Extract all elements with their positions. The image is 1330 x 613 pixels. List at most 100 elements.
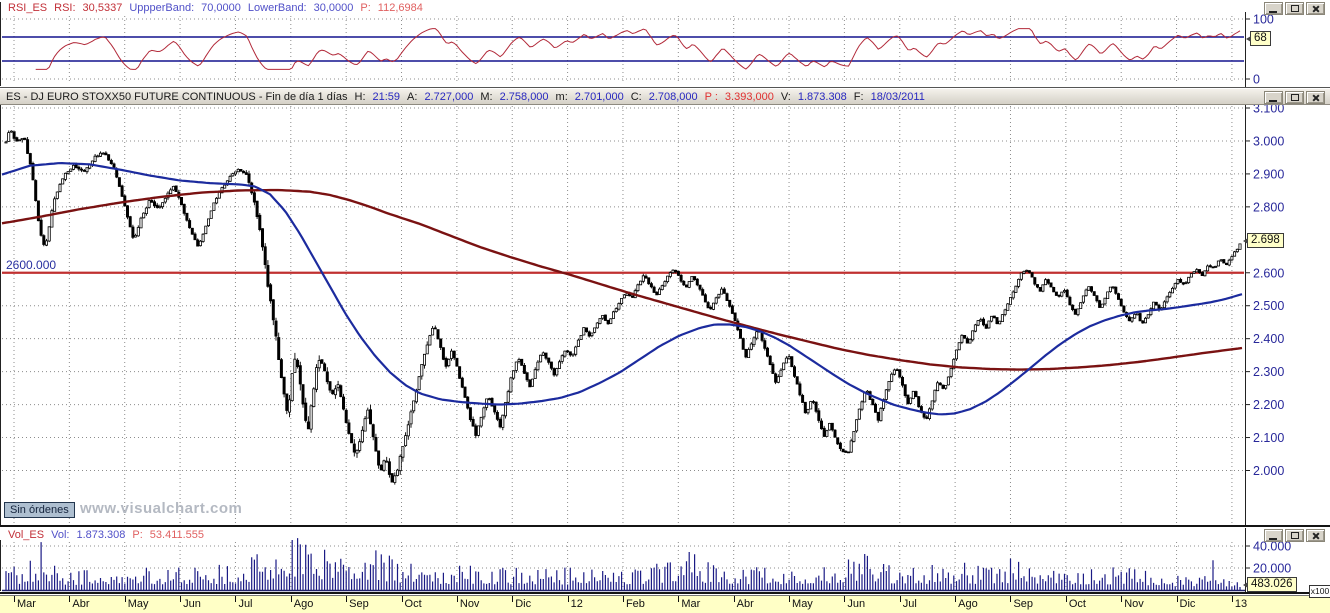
month-label: Dic <box>515 598 532 610</box>
month-label: Ago <box>958 598 978 610</box>
volume-tick-label: 20.000 <box>1253 562 1291 576</box>
restore-icon[interactable] <box>1285 2 1304 15</box>
title-field: V: <box>780 90 791 103</box>
month-label: Jul <box>238 598 253 610</box>
close-icon[interactable] <box>1306 91 1325 104</box>
rsi-header-field: 30,5337 <box>82 2 123 14</box>
restore-icon[interactable] <box>1285 529 1304 542</box>
minimize-icon[interactable] <box>1264 2 1283 15</box>
month-label: Abr <box>72 598 90 610</box>
title-field: 18/03/2011 <box>870 90 925 103</box>
month-label: May <box>792 598 813 610</box>
volume-chart-canvas: 40.000 20.000 <box>0 528 1291 592</box>
month-label: Jul <box>902 598 917 610</box>
rsi-chart-canvas: 100 0 <box>0 2 1330 88</box>
no-orders-button[interactable]: Sin órdenes <box>4 502 75 518</box>
title-field: 2.708,000 <box>648 90 698 103</box>
month-tick <box>401 596 403 602</box>
month-tick <box>955 596 957 602</box>
month-label: Nov <box>459 598 480 610</box>
month-tick <box>124 596 126 602</box>
rsi-window-controls <box>1264 2 1325 15</box>
rsi-tick-label: 100 <box>1253 13 1274 27</box>
horizontal-line-label: 2600.000 <box>6 258 57 272</box>
month-tick <box>346 596 348 602</box>
month-tick <box>1065 596 1067 602</box>
month-label: Mar <box>17 598 36 610</box>
month-tick <box>290 596 292 602</box>
title-field: M: <box>480 90 493 103</box>
close-icon[interactable] <box>1306 529 1325 542</box>
volume-header-field: P: <box>132 529 143 541</box>
month-tick <box>14 596 15 602</box>
volume-header-field: 1.873.308 <box>76 529 126 541</box>
minimize-icon[interactable] <box>1264 91 1283 104</box>
price-panel-titlebar[interactable]: ES - DJ EURO STOXX50 FUTURE CONTINUOUS -… <box>0 88 1330 105</box>
month-tick <box>235 596 237 602</box>
month-label: Sep <box>1013 598 1034 610</box>
title-field: H: <box>354 90 366 103</box>
title-field: 2.758,000 <box>499 90 549 103</box>
rsi-header-field: 112,6984 <box>377 2 423 14</box>
month-label: Sep <box>349 598 369 610</box>
price-tick-label: 2.400 <box>1253 332 1284 346</box>
title-field: 1.873.308 <box>797 90 847 103</box>
month-label: Jun <box>183 598 201 610</box>
rsi-header-field: 30,0000 <box>313 2 354 14</box>
rsi-header-field: P: <box>360 2 371 14</box>
title-field: A: <box>407 90 418 103</box>
month-tick <box>678 596 680 602</box>
price-tick-label: 2.300 <box>1253 365 1284 379</box>
month-label: Jun <box>847 598 866 610</box>
panel-separator <box>0 592 1330 594</box>
title-field: C: <box>630 90 642 103</box>
month-tick <box>180 596 182 602</box>
title-field: m: <box>555 90 568 103</box>
title-field: 21:59 <box>372 90 401 103</box>
month-tick <box>1176 596 1178 602</box>
month-label: Feb <box>625 598 645 610</box>
month-tick <box>1231 596 1233 602</box>
rsi-header: RSI_ES RSI: 30,5337 UppperBand: 70,0000 Lower… <box>8 2 430 14</box>
month-tick <box>1121 596 1123 602</box>
minimize-icon[interactable] <box>1264 529 1283 542</box>
month-tick <box>622 596 624 602</box>
rsi-tick-label: 0 <box>1253 73 1260 87</box>
volume-multiplier-box: x100 <box>1309 585 1330 598</box>
month-label: Ago <box>293 598 314 610</box>
price-tick-label: 2.200 <box>1253 398 1284 412</box>
price-tick-label: 2.800 <box>1253 200 1284 214</box>
month-tick <box>844 596 846 602</box>
month-tick <box>899 596 901 602</box>
month-label: May <box>127 598 149 610</box>
month-tick <box>69 596 71 602</box>
month-tick <box>456 596 458 602</box>
title-field: 2.727,000 <box>424 90 474 103</box>
price-tick-label: 3.000 <box>1253 134 1284 148</box>
volume-window-controls <box>1264 529 1325 542</box>
price-tick-label: 2.100 <box>1253 431 1284 445</box>
title-field: 2.701,000 <box>574 90 624 103</box>
close-icon[interactable] <box>1306 2 1325 15</box>
rsi-header-field: LowerBand: <box>247 2 307 14</box>
last-volume-box: 483.026 <box>1243 577 1297 592</box>
month-tick <box>567 596 569 602</box>
price-chart-canvas: 3.100 3.000 2.900 2.800 2.600 2.500 2.400 2.300… <box>0 105 1284 525</box>
volume-tick-label: 40.000 <box>1253 540 1291 554</box>
month-label: 12 <box>570 598 583 610</box>
price-tick-label: 2.000 <box>1253 464 1284 478</box>
rsi-header-field: UppperBand: <box>129 2 195 14</box>
price-window-controls <box>1264 91 1325 104</box>
restore-icon[interactable] <box>1285 91 1304 104</box>
rsi-header-field: RSI_ES <box>8 2 48 14</box>
instrument-title: ES - DJ EURO STOXX50 FUTURE CONTINUOUS -… <box>6 91 932 103</box>
price-tick-label: 2.500 <box>1253 299 1284 313</box>
title-field: F: <box>853 90 864 103</box>
title-field: 3.393,000 <box>724 90 774 103</box>
panel-separator <box>0 525 1330 527</box>
month-label: Dic <box>1179 598 1196 610</box>
time-axis[interactable]: Mar Abr May Jun Jul Ago Sep Oct Nov Dic 12 Feb Mar Ab… <box>0 595 1330 613</box>
rsi-header-field: 70,0000 <box>201 2 241 14</box>
price-tick-label: 2.900 <box>1253 167 1284 181</box>
